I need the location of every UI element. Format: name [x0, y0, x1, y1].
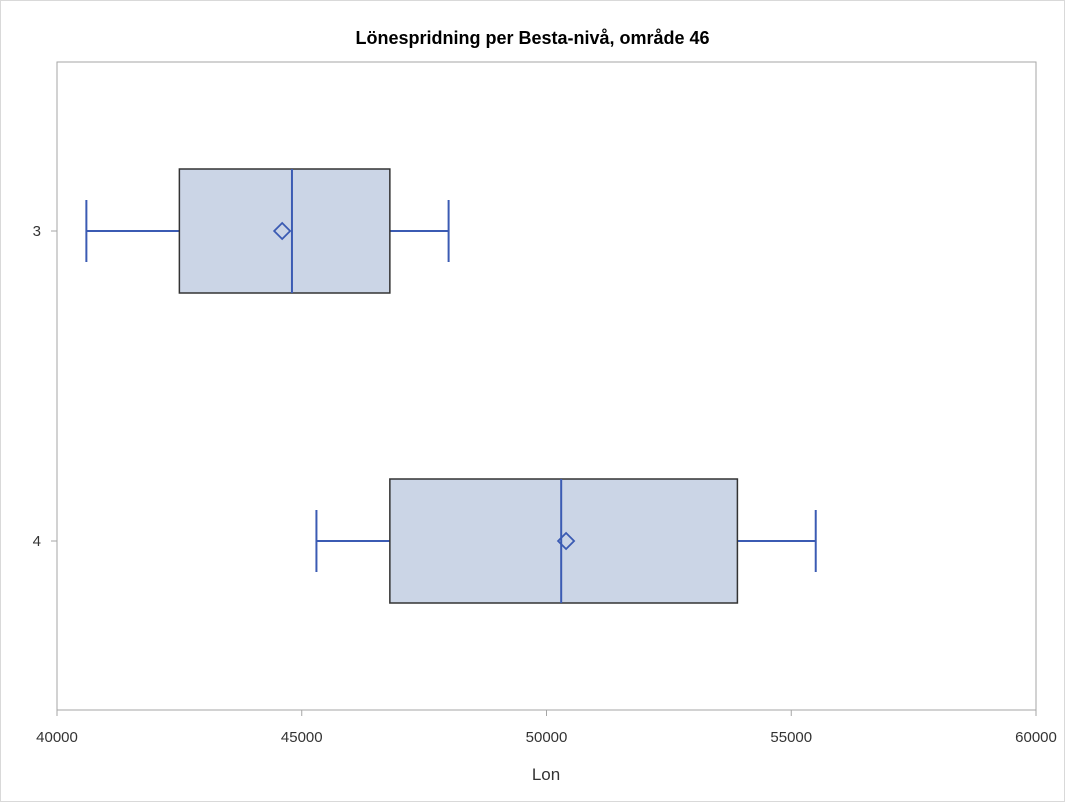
chart-title: Lönespridning per Besta-nivå, område 46 — [355, 28, 710, 48]
x-tick-label: 40000 — [36, 729, 78, 746]
x-tick-label: 55000 — [770, 729, 812, 746]
box-4 — [315, 478, 817, 604]
plot-area — [56, 61, 1037, 711]
y-tick-label: 4 — [33, 533, 41, 550]
x-tick-label: 60000 — [1015, 729, 1057, 746]
iqr-box — [389, 478, 739, 604]
mean-marker — [272, 221, 292, 241]
x-tick-label: 45000 — [281, 729, 323, 746]
x-tick-label: 50000 — [526, 729, 568, 746]
x-axis-label: Lon — [532, 765, 560, 784]
y-tick-label: 3 — [33, 223, 41, 240]
box-series — [85, 168, 817, 604]
mean-marker — [556, 531, 576, 551]
x-axis: 40000 45000 50000 55000 60000 — [36, 709, 1057, 746]
iqr-box — [178, 168, 391, 294]
y-axis: 34 — [33, 223, 57, 550]
box-3 — [85, 168, 450, 294]
